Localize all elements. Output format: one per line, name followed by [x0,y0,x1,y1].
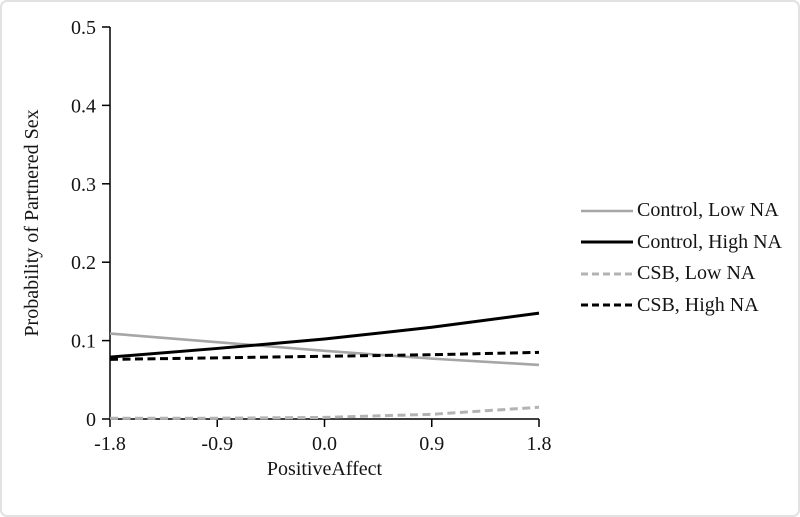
legend-item-control-high-na: Control, High NA [580,227,782,259]
y-tick-label: 0.2 [71,252,96,274]
y-axis-title: Probability of Partnered Sex [21,109,43,337]
x-tick-label: -1.8 [94,433,126,455]
legend-label-control-low-na: Control, Low NA [637,199,779,222]
legend-item-control-low-na: Control, Low NA [580,195,782,227]
y-tick-label: 0.4 [71,95,96,117]
y-tick-label: 0.1 [71,331,96,353]
x-tick-label: 0.9 [419,433,444,455]
legend-swatch-control-low-na [581,209,633,213]
series-line-control-low-na [109,332,540,367]
x-tick-label: 0.0 [312,433,337,455]
series-line-csb-high-na [109,350,540,361]
legend-swatch-csb-low-na [581,272,633,276]
y-tick-label: 0.3 [71,174,96,196]
x-tick-label: 1.8 [527,433,552,455]
legend-item-csb-high-na: CSB, High NA [580,290,782,322]
x-tick-label: -0.9 [201,433,233,455]
series-line-control-high-na [109,311,540,359]
legend-swatch-control-high-na [581,240,633,244]
legend-item-csb-low-na: CSB, Low NA [580,258,782,290]
series-line-csb-low-na [110,405,540,420]
legend-label-csb-high-na: CSB, High NA [637,293,759,316]
legend-label-csb-low-na: CSB, Low NA [637,262,756,285]
y-tick-label: 0.5 [71,17,96,39]
y-tick-label: 0 [86,409,96,431]
legend-label-control-high-na: Control, High NA [637,230,782,253]
legend-swatch-csb-high-na [581,303,633,307]
x-axis-title: PositiveAffect [266,458,383,480]
legend: Control, Low NA Control, High NA CSB, Low … [580,195,782,321]
